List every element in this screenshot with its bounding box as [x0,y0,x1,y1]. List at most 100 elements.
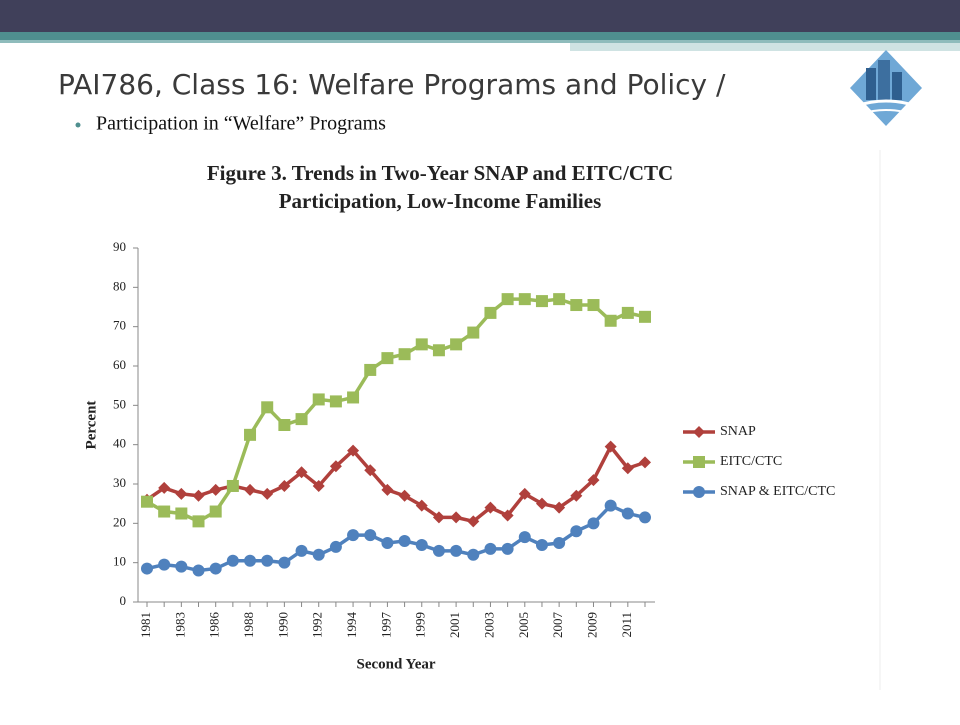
data-point [432,344,445,357]
data-point [244,428,257,441]
data-point [141,495,153,508]
data-point [158,505,171,518]
y-tick-label: 50 [113,396,126,411]
data-point [261,487,274,500]
accent-strip [570,43,960,51]
y-tick-label: 60 [113,357,126,372]
data-point [604,440,617,453]
data-point [432,544,445,557]
data-point [398,348,411,361]
slide-title: PAI786, Class 16: Welfare Programs and P… [58,68,726,101]
data-point [175,560,188,573]
data-point [621,507,634,520]
data-point [364,363,377,376]
data-point [693,426,705,438]
data-point [381,352,394,365]
data-point [364,529,377,542]
data-point [347,529,360,542]
data-point [587,474,600,487]
y-tick-label: 10 [113,554,126,569]
data-point [450,338,463,351]
data-point [295,466,308,479]
data-point [450,511,463,524]
data-point [158,558,171,571]
x-tick-label: 2009 [584,612,599,638]
x-tick-label: 1997 [378,612,393,639]
data-point [209,562,222,575]
data-point [693,456,705,468]
data-point [226,554,239,567]
data-point [484,501,497,514]
data-point [535,295,548,308]
data-point [295,413,308,426]
y-tick-label: 20 [113,514,126,529]
x-tick-label: 1988 [241,612,256,638]
data-point [604,499,617,512]
x-tick-label: 2011 [619,612,634,638]
data-point [553,293,566,306]
data-point [347,444,360,457]
data-point [639,456,651,469]
data-point [398,489,411,502]
data-point [535,497,548,510]
data-point [570,489,583,502]
data-point [604,314,617,327]
data-point [329,460,342,473]
data-point [192,489,205,502]
data-point [244,483,257,496]
legend-label: EITC/CTC [720,454,782,469]
top-bar [0,0,960,32]
data-point [175,487,188,500]
data-point [518,531,531,544]
y-axis-label: Percent [83,401,99,450]
legend-label: SNAP & EITC/CTC [720,484,835,499]
data-point [209,483,222,496]
chart-title: Figure 3. Trends in Two-Year SNAP and EI… [207,161,673,185]
data-point [570,525,583,538]
data-point [518,487,531,500]
data-point [450,544,463,557]
data-point [398,535,411,548]
data-point [141,562,153,575]
logo [850,50,922,126]
x-axis-label: Second Year [356,656,435,672]
data-point [278,479,291,492]
y-tick-label: 0 [120,593,127,608]
data-point [693,486,705,498]
data-point [501,293,514,306]
data-point [535,538,548,551]
data-point [312,393,325,406]
x-tick-label: 1981 [138,612,153,638]
data-point [587,517,600,530]
data-point [467,548,480,561]
data-point [432,511,445,524]
data-point [467,326,480,339]
data-point [467,515,480,528]
x-tick-label: 2001 [447,612,462,638]
y-tick-label: 70 [113,318,126,333]
data-point [553,501,566,514]
data-point [415,538,428,551]
y-tick-label: 80 [113,278,126,293]
data-point [261,401,274,414]
data-point [415,499,428,512]
data-point [158,481,171,494]
x-tick-label: 1986 [207,612,222,639]
series-line [146,443,646,524]
legend-label: SNAP [720,424,756,439]
data-point [226,479,239,492]
x-tick-label: 1983 [172,612,187,638]
data-point [587,299,600,312]
data-point [278,556,291,569]
data-point [484,542,497,555]
chart-title: Participation, Low-Income Families [279,189,602,213]
data-point [381,483,394,496]
x-tick-label: 1992 [310,612,325,638]
data-point [381,537,394,549]
data-point [329,540,342,553]
x-tick-label: 1990 [275,612,290,638]
data-point [192,515,205,528]
x-tick-label: 2007 [550,612,565,639]
